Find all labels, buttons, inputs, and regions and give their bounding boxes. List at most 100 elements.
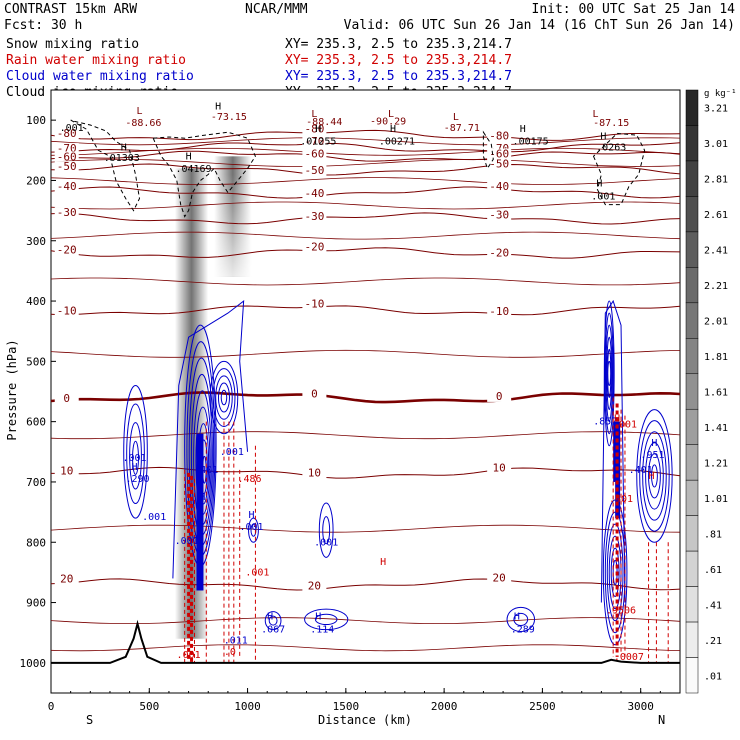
isotherm-label: -10	[304, 297, 324, 310]
isotherm-label: -30	[304, 210, 324, 223]
cloud-water-contour	[636, 409, 673, 543]
cloud-water-core	[196, 433, 204, 591]
isotherm-line	[51, 466, 680, 479]
cloud-water-contour	[220, 389, 228, 406]
extremum-label: H	[132, 462, 138, 473]
cloud-water-contour	[264, 611, 282, 631]
isotherm-line	[51, 137, 680, 146]
legend-item-xy: XY= 235.3, 2.5 to 235.3,214.7	[285, 37, 512, 52]
cloud-water-contour	[645, 442, 664, 510]
colorbar-swatch	[685, 373, 699, 410]
extremum-label: .00271	[379, 136, 415, 147]
isotherm-label: -40	[57, 180, 77, 193]
legend-item-xy: XY= 235.3, 2.5 to 235.3,214.7	[285, 53, 512, 68]
isotherm-line	[51, 349, 680, 358]
rain-label: .0	[224, 647, 236, 658]
legend-item-xy: XY= 235.3, 2.5 to 235.3,214.7	[285, 69, 512, 84]
init-time: Init: 00 UTC Sat 25 Jan 14	[532, 2, 736, 17]
isotherm-label-bg	[302, 148, 327, 160]
isotherm-label-bg	[54, 180, 79, 192]
colorbar-swatch	[685, 408, 699, 445]
colorbar-swatch	[685, 125, 699, 162]
cloud-water-contour	[215, 375, 233, 420]
isotherm-label: -30	[57, 206, 77, 219]
isotherm-line	[51, 150, 680, 162]
isotherm-line	[51, 159, 680, 167]
colorbar-label: 1.81	[704, 352, 728, 363]
extremum-label: .001	[175, 536, 199, 547]
extremum-label: .00175	[513, 136, 549, 147]
extremum-label: .0263	[596, 142, 626, 153]
cloud-water-contour	[607, 360, 612, 386]
extremum-label: .857	[593, 417, 617, 428]
extremum-label: .01255	[300, 136, 336, 147]
colorbar-label: .81	[704, 529, 722, 540]
isotherm-label-bg	[54, 128, 79, 140]
extremum-label: H	[514, 611, 520, 622]
extremum-label: .001	[239, 522, 263, 533]
cloud-water-contour	[217, 382, 230, 413]
valid-time: Valid: 06 UTC Sun 26 Jan 14 (16 ChT Sun …	[344, 18, 735, 33]
rain-label: .486	[237, 474, 261, 485]
isotherm-label: -50	[57, 160, 77, 173]
isotherm-label: -20	[489, 247, 509, 260]
colorbar-label: .21	[704, 636, 722, 647]
extremum-label: -88.44	[306, 117, 342, 128]
isotherm-line	[51, 201, 680, 210]
isotherm-label-bg	[54, 143, 79, 155]
extremum-label: H	[199, 492, 205, 503]
extremum-label: L	[136, 106, 142, 117]
cloud-water-contour	[648, 453, 661, 499]
extremum-label: .001	[60, 123, 84, 134]
cloud-ice-contours	[70, 119, 646, 218]
extremum-label: .01303	[104, 153, 140, 164]
colorbar-swatch	[685, 444, 699, 481]
isotherm-label-bg	[487, 572, 512, 584]
y-tick-label: 400	[26, 295, 46, 308]
isotherm-label-bg	[487, 180, 512, 192]
cloud-water-contour	[132, 440, 139, 475]
isotherm-label-bg	[54, 244, 79, 256]
y-tick-label: 300	[26, 235, 46, 248]
rain-label: .001	[613, 420, 637, 431]
legend-item-label: Snow mixing ratio	[6, 37, 139, 52]
isotherm-label: -60	[304, 147, 324, 160]
extremum-label: H	[315, 611, 321, 622]
cloud-water-contour	[606, 336, 613, 411]
isotherm-label-bg	[302, 467, 327, 479]
isotherm-label-bg	[302, 388, 327, 400]
extremum-label: .001	[220, 447, 244, 458]
y-tick-label: 1000	[20, 657, 47, 670]
isotherm-label: 20	[60, 572, 73, 585]
colorbar-swatch	[685, 302, 699, 339]
isotherm-line	[51, 578, 680, 591]
extremum-label: H	[600, 131, 606, 142]
colorbar-label: 1.41	[704, 423, 728, 434]
extremum-label: -87.15	[593, 118, 629, 129]
cloud-water-contour	[642, 431, 667, 521]
isotherm-label-bg	[302, 210, 327, 222]
extrema-labels: L-88.66H-73.15 L-88.44L-90.29 L-87.71L-87.…	[60, 101, 665, 663]
isotherm-label-bg	[487, 148, 512, 160]
isotherm-line	[51, 147, 680, 156]
extremum-label: L	[453, 112, 459, 123]
isotherm-label: -50	[489, 157, 509, 170]
isotherm-label: -20	[304, 241, 324, 254]
isotherm-line	[51, 177, 680, 185]
extremum-label: .951	[640, 450, 664, 461]
isotherm-label: 0	[311, 388, 318, 401]
x-tick-label: 1500	[333, 700, 360, 713]
isotherm-label-bg	[54, 393, 79, 405]
plot-frame	[50, 89, 681, 694]
extremum-label: .011	[224, 636, 248, 647]
isotherm-label-bg	[302, 136, 327, 148]
isotherm-label: -80	[304, 123, 324, 136]
isotherm-label-bg	[302, 123, 327, 135]
colorbar-unit: g kg⁻¹	[704, 89, 737, 99]
colorbar-label: 2.81	[704, 175, 728, 186]
isotherm-line	[51, 391, 680, 404]
isotherm-line	[51, 431, 680, 440]
cloud-water-contour	[650, 464, 658, 488]
y-tick-label: 600	[26, 416, 46, 429]
isotherm-line	[51, 186, 680, 199]
